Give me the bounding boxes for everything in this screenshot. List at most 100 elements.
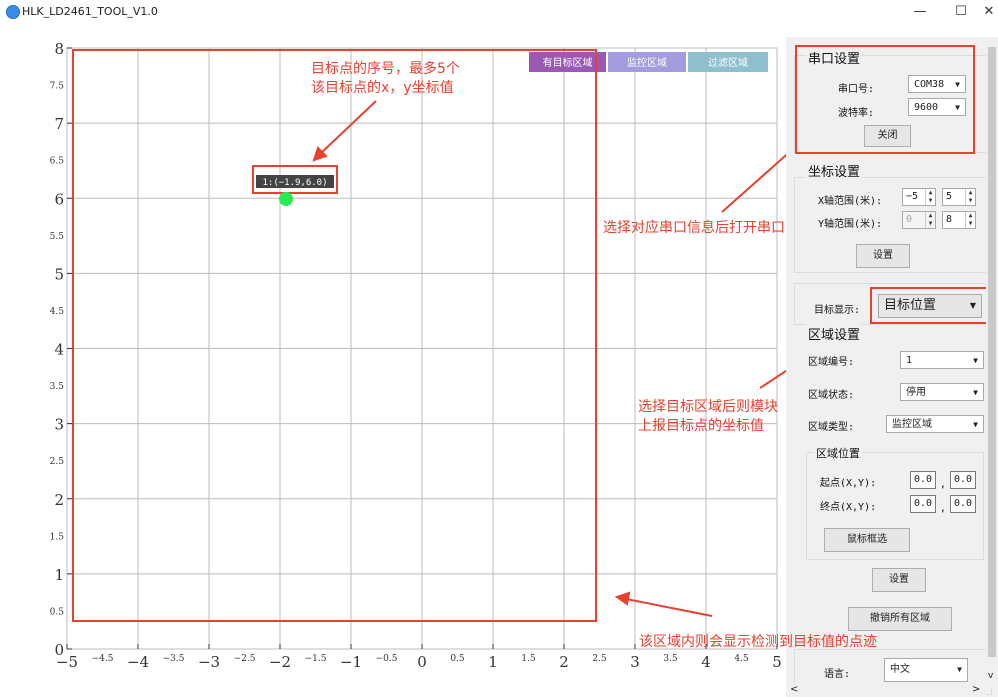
legend-label: 有目标区域 (543, 56, 593, 69)
legend-label: 监控区域 (627, 56, 667, 69)
end-point-label: 终点(X,Y): (820, 502, 877, 513)
x-min-value: −5 (906, 191, 919, 202)
target-plot[interactable]: 0 1 2 3 4 5 6 7 8 0.5 1.5 2.5 3.5 4.5 5.5 6.5 7.5 −5 −4 −3 −… (0, 26, 786, 697)
close-port-button[interactable]: 关闭 (864, 125, 911, 147)
target-label-highlight (252, 165, 338, 194)
language-select[interactable]: 中文 ▼ (884, 658, 968, 682)
end-x-input[interactable]: 0.0 (910, 495, 936, 513)
spin-arrows-icon: ▲ ▼ (925, 212, 935, 228)
annotation-region-report-2: 上报目标点的坐标值 (638, 418, 764, 434)
x-minor-tick-label: 2.5 (592, 654, 607, 664)
legend-label: 过滤区域 (708, 56, 748, 69)
region-no-value: 1 (906, 355, 913, 366)
port-label: 串口号: (838, 84, 875, 95)
x-tick-label: 0 (417, 653, 427, 671)
region-no-select[interactable]: 1 ▼ (900, 351, 984, 369)
start-y-input[interactable]: 0.0 (950, 471, 976, 489)
annotation-region-report-1: 选择目标区域后则模块 (638, 399, 778, 415)
x-minor-tick-label: −4.5 (92, 654, 114, 664)
plot-ticks: 0 1 2 3 4 5 6 7 8 0.5 1.5 2.5 3.5 4.5 5.5 6.5 7.5 −5 −4 −3 −… (50, 40, 782, 671)
scroll-down-icon[interactable]: v (988, 671, 994, 681)
region-set-button[interactable]: 设置 (872, 568, 926, 592)
region-legend: 有目标区域 监控区域 过滤区域 (529, 52, 768, 72)
y-minor-tick-label: 3.5 (50, 382, 65, 392)
legend-swatch[interactable] (608, 52, 686, 72)
x-tick-label: −3 (198, 653, 220, 671)
target-display-select[interactable]: 目标位置 ▼ (878, 294, 982, 318)
end-y-input[interactable]: 0.0 (950, 495, 976, 513)
y-min-spinbox: 0 ▲ ▼ (902, 211, 936, 229)
scroll-left-icon[interactable]: < (790, 684, 799, 695)
settings-panel: 串口设置 串口号: COM38 ▼ 波特率: 9600 ▼ 关闭 坐标设置 X轴… (786, 37, 998, 697)
language-label: 语言: (824, 669, 851, 680)
y-max-spinbox[interactable]: 8 ▲ ▼ (942, 211, 976, 229)
chevron-down-icon: ▼ (969, 301, 976, 310)
region-group-title: 区域设置 (806, 324, 863, 343)
region-type-select[interactable]: 监控区域 ▼ (886, 415, 984, 433)
baud-value: 9600 (914, 102, 939, 113)
horizontal-scrollbar[interactable]: < > (786, 684, 986, 697)
y-tick-label: 4 (54, 341, 64, 359)
legend-swatch[interactable] (688, 52, 768, 72)
y-minor-tick-label: 0.5 (50, 607, 65, 617)
y-tick-label: 8 (54, 40, 64, 58)
x-range-label: X轴范围(米): (818, 196, 883, 207)
y-tick-label: 1 (54, 566, 64, 584)
x-min-spinbox[interactable]: −5 ▲ ▼ (902, 188, 936, 206)
region-position-title: 区域位置 (814, 445, 862, 461)
target-display-label: 目标显示: (814, 305, 861, 316)
minimize-button[interactable]: — (913, 4, 927, 19)
region-type-value: 监控区域 (892, 419, 932, 430)
arrow-to-serial (721, 153, 786, 213)
detection-region-highlight (72, 49, 597, 622)
chevron-down-icon: ▼ (973, 420, 978, 429)
annotation-target-coord: 该目标点的x，y坐标值 (311, 80, 454, 96)
chevron-down-icon: ▼ (957, 665, 962, 674)
x-max-value: 5 (946, 191, 953, 202)
x-tick-label: 4 (701, 653, 711, 671)
port-select[interactable]: COM38 ▼ (908, 75, 966, 93)
title-bar (0, 0, 998, 26)
arrow-to-region (625, 598, 713, 617)
serial-group-title: 串口设置 (806, 48, 863, 67)
chevron-down-icon: ▼ (973, 356, 978, 365)
x-minor-tick-label: −0.5 (376, 654, 398, 664)
x-tick-label: 2 (559, 653, 569, 671)
y-minor-tick-label: 6.5 (50, 157, 65, 167)
y-minor-tick-label: 5.5 (50, 232, 65, 242)
x-minor-tick-label: −1.5 (305, 654, 327, 664)
plot-grid (66, 47, 778, 650)
start-x-input[interactable]: 0.0 (910, 471, 936, 489)
legend-swatch[interactable] (529, 52, 606, 72)
port-value: COM38 (914, 79, 945, 90)
mouse-select-button[interactable]: 鼠标框选 (824, 528, 910, 552)
cancel-all-regions-button[interactable]: 撤销所有区域 (848, 607, 952, 631)
maximize-button[interactable]: ☐ (955, 4, 967, 19)
y-minor-tick-label: 4.5 (50, 307, 65, 317)
arrowhead (312, 146, 328, 162)
x-tick-label: 1 (488, 653, 498, 671)
coord-set-button[interactable]: 设置 (856, 244, 910, 268)
baud-label: 波特率: (838, 108, 875, 119)
x-max-spinbox[interactable]: 5 ▲ ▼ (942, 188, 976, 206)
chevron-down-icon: ▼ (955, 103, 960, 112)
scroll-right-icon[interactable]: > (972, 684, 981, 695)
coord-group-title: 坐标设置 (806, 161, 863, 180)
region-position-group (806, 452, 984, 560)
annotation-target-index: 目标点的序号，最多5个 (311, 61, 460, 77)
spin-arrows-icon[interactable]: ▲ ▼ (965, 189, 975, 205)
close-button[interactable]: ✕ (983, 4, 995, 19)
x-minor-tick-label: −2.5 (234, 654, 256, 664)
arrow-to-target-display (759, 369, 786, 389)
x-minor-tick-label: −3.5 (163, 654, 185, 664)
annotation-open-port: 选择对应串口信息后打开串口 (603, 220, 785, 236)
y-tick-label: 3 (54, 416, 64, 434)
baud-select[interactable]: 9600 ▼ (908, 98, 966, 116)
spin-arrows-icon[interactable]: ▲ ▼ (925, 189, 935, 205)
spin-arrows-icon[interactable]: ▲ ▼ (965, 212, 975, 228)
scrollbar-thumb[interactable] (988, 47, 996, 657)
region-state-select[interactable]: 停用 ▼ (900, 383, 984, 401)
vertical-scrollbar[interactable]: v (986, 37, 998, 687)
window-title: HLK_LD2461_TOOL_V1.0 (22, 5, 158, 18)
target-point (279, 192, 293, 206)
